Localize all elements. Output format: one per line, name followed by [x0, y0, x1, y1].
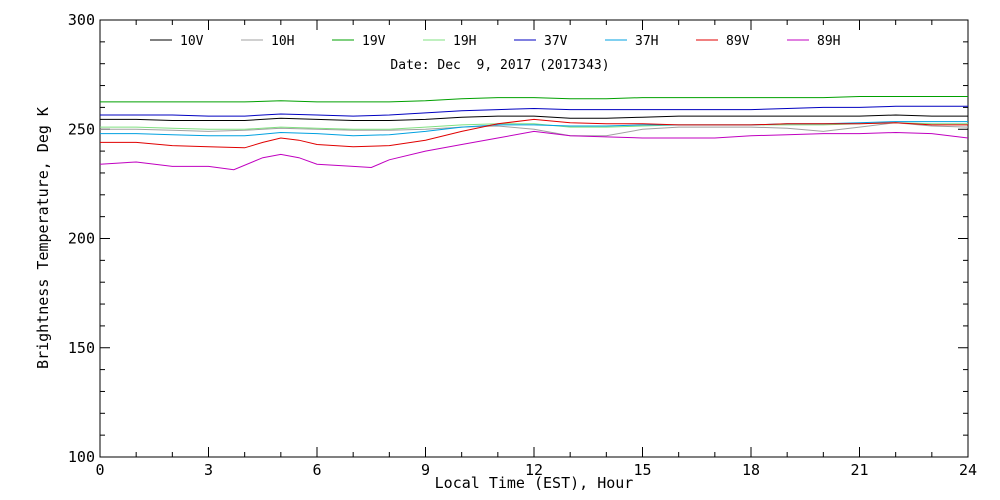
tick-labels: 0 3 6 9 12 15 18 21 24 100 150 200 250 300 — [68, 11, 977, 479]
x-tick-label: 3 — [204, 461, 213, 479]
minor-ticks — [100, 20, 968, 457]
plot-frame — [99, 19, 969, 458]
y-tick-label: 200 — [68, 230, 95, 248]
x-axis-title: Local Time (EST), Hour — [435, 474, 634, 492]
y-axis-title: Brightness Temperature, Deg K — [34, 107, 52, 369]
x-tick-label: 12 — [525, 461, 543, 479]
date-label: Date: Dec 9, 2017 (2017343) — [390, 58, 609, 73]
series-line-10v — [100, 114, 968, 121]
legend-label-19v: 19V — [362, 34, 386, 49]
legend: 10V 10H 19V 19H 37V 37H 89V 89H — [150, 34, 840, 49]
legend-label-37h: 37H — [635, 34, 658, 49]
x-tick-label: 24 — [959, 461, 977, 479]
y-tick-label: 250 — [68, 120, 95, 138]
x-tick-label: 15 — [633, 461, 651, 479]
series-line-89v — [100, 118, 968, 149]
legend-label-19h: 19H — [453, 34, 476, 49]
y-tick-label: 100 — [68, 448, 95, 466]
major-ticks — [99, 19, 969, 458]
series-line-19h — [100, 122, 968, 130]
x-tick-label: 6 — [312, 461, 321, 479]
x-tick-label: 0 — [95, 461, 104, 479]
series-line-89h — [99, 130, 969, 171]
legend-label-10h: 10H — [271, 34, 294, 49]
x-tick-label: 18 — [742, 461, 760, 479]
x-tick-label: 9 — [421, 461, 430, 479]
series-line-10h — [100, 122, 969, 137]
series-line-19v — [100, 96, 968, 103]
legend-label-89v: 89V — [726, 34, 750, 49]
legend-label-89h: 89H — [817, 34, 840, 49]
legend-label-37v: 37V — [544, 34, 568, 49]
x-tick-label: 21 — [850, 461, 868, 479]
y-tick-label: 150 — [68, 339, 95, 357]
legend-label-10v: 10V — [180, 34, 204, 49]
y-tick-label: 300 — [68, 11, 95, 29]
series-lines — [99, 96, 969, 171]
series-line-37v — [100, 105, 968, 117]
